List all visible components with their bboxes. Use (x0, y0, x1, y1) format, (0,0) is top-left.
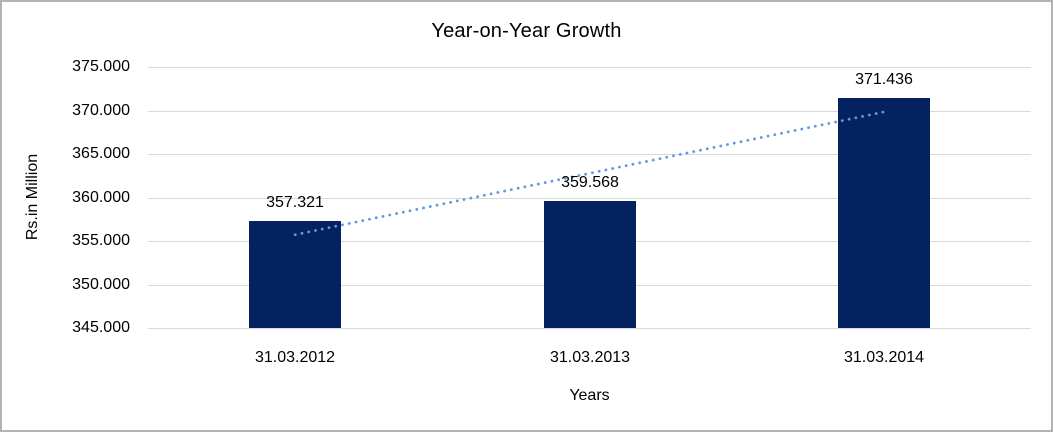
chart-title: Year-on-Year Growth (431, 20, 622, 42)
x-tick-label: 31.03.2012 (254, 349, 336, 366)
y-tick-label: 375.000 (72, 58, 130, 75)
data-label: 359.568 (561, 174, 619, 191)
y-tick-label: 355.000 (72, 232, 130, 249)
bar (249, 221, 341, 328)
y-tick-label: 370.000 (72, 102, 130, 119)
x-axis-title: Years (569, 387, 610, 404)
x-tick-label: 31.03.2014 (843, 349, 925, 366)
bar (544, 201, 636, 328)
bar (838, 98, 930, 328)
gridline (148, 67, 1031, 68)
data-label: 357.321 (266, 194, 324, 211)
y-tick-label: 350.000 (72, 276, 130, 293)
data-label: 371.436 (855, 71, 913, 88)
gridline (148, 328, 1031, 329)
x-tick-label: 31.03.2013 (549, 349, 631, 366)
y-tick-label: 360.000 (72, 189, 130, 206)
y-tick-label: 345.000 (72, 319, 130, 336)
y-tick-label: 365.000 (72, 145, 130, 162)
